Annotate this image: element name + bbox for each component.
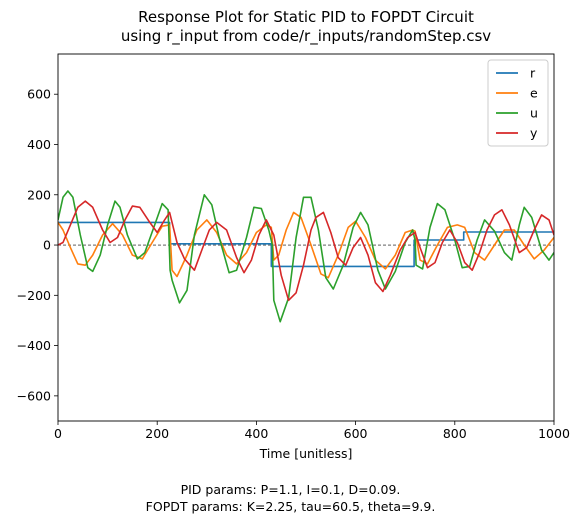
x-tick-label: 200 [145,426,169,441]
y-tick-label: −400 [17,338,51,353]
legend-label-u: u [530,106,538,121]
y-tick-label: 0 [43,238,51,253]
x-tick-label: 0 [54,426,62,441]
pid-params-text: PID params: P=1.1, I=0.1, D=0.09. [180,482,401,497]
y-tick-label: −600 [17,388,51,403]
y-tick-label: −200 [17,288,51,303]
x-tick-label: 400 [244,426,268,441]
chart-title-line-1: Response Plot for Static PID to FOPDT Ci… [138,8,474,26]
y-tick-label: 200 [27,187,51,202]
plot-frame [57,53,555,422]
series-group [58,190,554,323]
legend-label-r: r [530,66,536,81]
legend-label-y: y [530,126,538,141]
x-tick-label: 800 [443,426,467,441]
x-tick-label: 1000 [538,426,570,441]
x-axis-label: Time [unitless] [259,446,353,461]
y-tick-label: 400 [27,137,51,152]
fopdt-params-text: FOPDT params: K=2.25, tau=60.5, theta=9.… [145,499,436,514]
legend-box [487,59,549,147]
series-line-u [58,190,554,323]
chart-title-line-2: using r_input from code/r_inputs/randomS… [120,27,492,45]
legend-label-e: e [530,86,538,101]
series-line-y [58,200,554,302]
y-tick-label: 600 [27,87,51,102]
x-tick-label: 600 [344,426,368,441]
